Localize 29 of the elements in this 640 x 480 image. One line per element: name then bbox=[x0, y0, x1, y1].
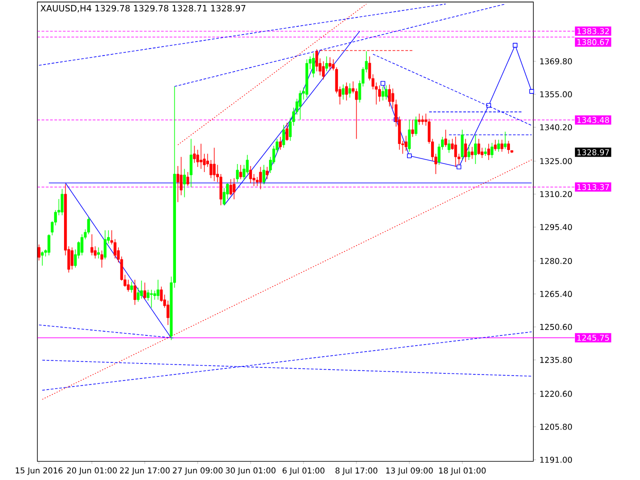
y-tick-label: 1220.60 bbox=[540, 390, 572, 397]
y-tick-label: 1340.20 bbox=[540, 124, 572, 130]
y-tick-label: 1265.40 bbox=[540, 290, 572, 297]
y-tick-label: 1295.40 bbox=[540, 224, 572, 230]
x-tick-label: 15 Jun 2016 bbox=[16, 467, 63, 475]
ref-line-label: 1343.48 bbox=[577, 116, 610, 123]
ref-line-label: 1245.75 bbox=[577, 334, 609, 341]
x-tick-label: 20 Jun 01:00 bbox=[67, 467, 117, 475]
x-tick-label: 22 Jun 17:00 bbox=[120, 467, 170, 475]
x-tick-label: 18 Jul 01:00 bbox=[439, 467, 486, 476]
ref-line-label: 1380.67 bbox=[577, 39, 609, 46]
y-tick-label: 1325.00 bbox=[540, 158, 572, 164]
x-tick-label: 13 Jul 09:00 bbox=[386, 467, 433, 476]
ref-line-label: 1383.32 bbox=[577, 28, 609, 34]
y-tick-label: 1280.20 bbox=[540, 258, 572, 264]
chart-title: XAUUSD,H4 1329.78 1329.78 1328.71 1328.97 bbox=[40, 4, 246, 12]
y-tick-label: 1355.00 bbox=[540, 91, 572, 98]
y-tick-label: 1191.00 bbox=[540, 456, 572, 463]
y-tick-label: 1235.80 bbox=[540, 356, 572, 363]
y-tick-label: 1310.20 bbox=[540, 191, 572, 198]
y-tick-label: 1369.80 bbox=[540, 58, 572, 64]
x-tick-label: 8 Jul 17:00 bbox=[336, 467, 378, 476]
y-tick-label: 1250.60 bbox=[540, 324, 572, 330]
ref-line-label: 1313.37 bbox=[577, 184, 609, 190]
x-tick-label: 27 Jun 09:00 bbox=[172, 467, 223, 475]
x-tick-label: 6 Jul 01:00 bbox=[282, 467, 324, 476]
x-tick-label: 30 Jun 01:00 bbox=[226, 467, 276, 475]
text: 1328.97 bbox=[577, 149, 609, 156]
y-tick-label: 1205.80 bbox=[540, 424, 572, 430]
